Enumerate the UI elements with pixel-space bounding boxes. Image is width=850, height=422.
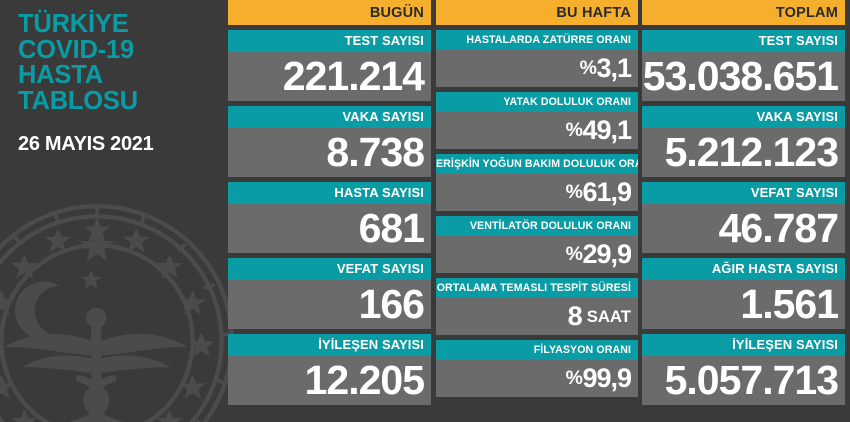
column-toplam: TOPLAM TEST SAYISI 53.038.651 VAKA SAYIS…: [642, 0, 845, 422]
stat-label: VENTİLATÖR DOLULUK ORANI: [436, 216, 638, 236]
column-bu-hafta: BU HAFTA HASTALARDA ZATÜRRE ORANI % 3,1 Y…: [436, 0, 638, 422]
stat-row: AĞIR HASTA SAYISI 1.561: [642, 258, 845, 329]
stat-label: TEST SAYISI: [228, 30, 431, 52]
percent-symbol: %: [579, 57, 597, 79]
stat-value: 8.738: [228, 128, 431, 177]
stat-label: VEFAT SAYISI: [642, 182, 845, 204]
column-heading-bugun: BUGÜN: [228, 0, 431, 25]
stat-value: % 49,1: [436, 112, 638, 149]
stat-label: VEFAT SAYISI: [228, 258, 431, 280]
stat-label: VAKA SAYISI: [228, 106, 431, 128]
stat-label: İYİLEŞEN SAYISI: [228, 334, 431, 356]
stat-row: VENTİLATÖR DOLULUK ORANI % 29,9: [436, 216, 638, 273]
stat-number: 8: [567, 301, 583, 331]
column-bugun: BUGÜN TEST SAYISI 221.214 VAKA SAYISI 8.…: [228, 0, 431, 422]
stat-label: HASTA SAYISI: [228, 182, 431, 204]
percent-symbol: %: [565, 119, 583, 141]
stat-value: 5.057.713: [642, 356, 845, 405]
percent-symbol: %: [565, 243, 583, 265]
column-heading-bu-hafta: BU HAFTA: [436, 0, 638, 25]
stat-label: AĞIR HASTA SAYISI: [642, 258, 845, 280]
stat-label: ERİŞKİN YOĞUN BAKIM DOLULUK ORANI: [436, 154, 638, 174]
title-panel: TÜRKİYE COVID-19 HASTA TABLOSU 26 MAYIS …: [0, 0, 225, 422]
stat-number: 29,9: [582, 239, 632, 269]
stat-value: 5.212.123: [642, 128, 845, 177]
column-heading-toplam: TOPLAM: [642, 0, 845, 25]
stat-row: İYİLEŞEN SAYISI 5.057.713: [642, 334, 845, 405]
page-title: TÜRKİYE COVID-19 HASTA TABLOSU: [18, 10, 138, 115]
stat-value: 221.214: [228, 52, 431, 101]
stat-value: % 29,9: [436, 236, 638, 273]
stat-row: ORTALAMA TEMASLI TESPİT SÜRESİ 8 SAAT: [436, 278, 638, 335]
stat-label: İYİLEŞEN SAYISI: [642, 334, 845, 356]
stat-number: 49,1: [582, 115, 632, 145]
stat-row: TEST SAYISI 221.214: [228, 30, 431, 101]
stat-value: % 99,9: [436, 360, 638, 397]
stat-value: 1.561: [642, 280, 845, 329]
stat-number: 61,9: [582, 177, 632, 207]
report-date: 26 MAYIS 2021: [18, 133, 154, 155]
percent-symbol: %: [565, 367, 583, 389]
stat-number: 3,1: [596, 53, 632, 83]
stat-row: VAKA SAYISI 5.212.123: [642, 106, 845, 177]
stat-row: ERİŞKİN YOĞUN BAKIM DOLULUK ORANI % 61,9: [436, 154, 638, 211]
stat-number: 99,9: [582, 363, 632, 393]
stat-value: 681: [228, 204, 431, 253]
stat-value: % 61,9: [436, 174, 638, 211]
stat-row: YATAK DOLULUK ORANI % 49,1: [436, 92, 638, 149]
stat-row: VEFAT SAYISI 46.787: [642, 182, 845, 253]
stat-label: HASTALARDA ZATÜRRE ORANI: [436, 30, 638, 50]
stat-row: TEST SAYISI 53.038.651: [642, 30, 845, 101]
stat-row: HASTALARDA ZATÜRRE ORANI % 3,1: [436, 30, 638, 87]
stat-label: TEST SAYISI: [642, 30, 845, 52]
percent-symbol: %: [565, 181, 583, 203]
stat-label: ORTALAMA TEMASLI TESPİT SÜRESİ: [436, 278, 638, 298]
stat-label: FİLYASYON ORANI: [436, 340, 638, 360]
stat-value: 8 SAAT: [436, 298, 638, 335]
stat-row: VEFAT SAYISI 166: [228, 258, 431, 329]
stat-row: FİLYASYON ORANI % 99,9: [436, 340, 638, 397]
stat-label: YATAK DOLULUK ORANI: [436, 92, 638, 112]
stat-row: HASTA SAYISI 681: [228, 182, 431, 253]
stat-row: VAKA SAYISI 8.738: [228, 106, 431, 177]
stat-label: VAKA SAYISI: [642, 106, 845, 128]
stat-value: 53.038.651: [642, 52, 845, 101]
stat-value: 12.205: [228, 356, 431, 405]
stat-unit: SAAT: [586, 306, 631, 326]
stat-row: İYİLEŞEN SAYISI 12.205: [228, 334, 431, 405]
stat-value: 46.787: [642, 204, 845, 253]
stat-value: % 3,1: [436, 50, 638, 87]
stat-value: 166: [228, 280, 431, 329]
